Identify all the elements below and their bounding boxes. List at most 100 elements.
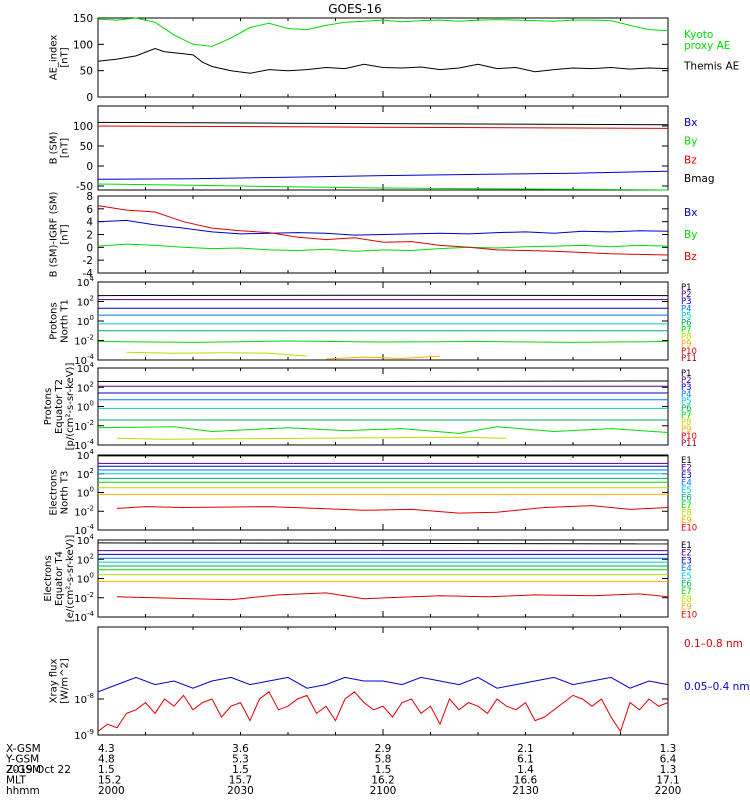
footer-value: 2130 xyxy=(512,785,539,797)
series-line-e1 xyxy=(98,543,668,544)
footer-value: 2030 xyxy=(227,785,254,797)
y-tick-label: 150 xyxy=(73,13,93,25)
y-tick-label: 0 xyxy=(86,242,93,254)
y-tick-label: 10-2 xyxy=(74,504,94,518)
y-axis-label: North T3 xyxy=(60,471,71,515)
y-tick-label: 10-8 xyxy=(74,692,94,706)
footer-value: 2200 xyxy=(655,785,682,797)
y-axis-label: Protons xyxy=(49,302,60,339)
y-axis-label: [p/(cm²-s-sr-keV)] xyxy=(65,363,76,451)
y-tick-label: 10-9 xyxy=(74,728,94,742)
legend-entry: proxy AE xyxy=(684,40,730,52)
footer-value: 2100 xyxy=(370,785,397,797)
legend-entry: Bz xyxy=(684,154,697,166)
y-tick-label: 2 xyxy=(86,230,93,242)
series-line-p8 xyxy=(127,352,308,356)
y-tick-label: 0 xyxy=(86,92,93,104)
y-tick-label: 50 xyxy=(80,141,93,153)
series-line-e10 xyxy=(117,506,668,513)
date-label: 2019 Oct 22 xyxy=(6,764,71,776)
y-tick-label: 100 xyxy=(77,400,94,414)
y-tick-label: 10-2 xyxy=(74,334,94,348)
y-axis-label: [W/m^2] xyxy=(60,658,71,704)
series-line-p7 xyxy=(98,341,668,342)
y-tick-label: 8 xyxy=(86,191,93,203)
y-tick-label: 10-2 xyxy=(74,591,94,605)
y-axis-label: [nT] xyxy=(60,224,71,244)
y-axis-label: AE_index xyxy=(49,35,60,81)
legend-entry: Bx xyxy=(684,117,697,129)
series-line-themis-ae xyxy=(98,49,668,74)
y-tick-label: 100 xyxy=(77,314,94,328)
y-tick-label: 104 xyxy=(77,448,95,462)
y-tick-label: 0 xyxy=(86,161,93,173)
legend-entry-p11: P11 xyxy=(681,354,697,364)
footer-row-label: hhmm xyxy=(6,785,40,797)
legend-entry: Bz xyxy=(684,251,697,263)
y-tick-label: 100 xyxy=(77,572,94,586)
y-axis-label: Electrons xyxy=(43,555,54,601)
y-tick-label: 104 xyxy=(77,275,95,289)
y-tick-label: 50 xyxy=(80,66,93,78)
y-axis-label: Protons xyxy=(43,388,54,425)
legend-entry: 0.1–0.8 nm xyxy=(684,638,743,650)
panel-frame xyxy=(98,540,668,617)
y-tick-label: 100 xyxy=(73,39,93,51)
series-line-p1 xyxy=(98,381,668,382)
y-tick-label: 100 xyxy=(77,486,94,500)
legend-entry: 0.05–0.4 nm xyxy=(684,681,750,693)
y-tick-label: 6 xyxy=(86,204,93,216)
legend-entry-e10: E10 xyxy=(681,610,697,620)
series-line-p8 xyxy=(117,437,507,439)
legend-entry: Bmag xyxy=(684,173,715,185)
y-axis-label: Equator T2 xyxy=(54,379,65,434)
panel-xray: 10-9 10-8 Xray flux[W/m^2] 0.1–0.8 nm 0.05–0… xyxy=(49,627,750,742)
y-tick-label: 104 xyxy=(77,533,95,547)
y-tick-label: 100 xyxy=(73,121,93,133)
y-axis-label: North T1 xyxy=(60,299,71,343)
y-tick-label: 10-4 xyxy=(74,610,94,624)
y-tick-label: 10-2 xyxy=(74,419,94,433)
legend-entry: By xyxy=(684,136,697,148)
series-line-0-1-0-8-nm xyxy=(98,692,668,732)
y-tick-label: 102 xyxy=(77,380,94,394)
legend-entry: Themis AE xyxy=(683,61,739,73)
series-line-bz xyxy=(98,126,668,128)
panel-frame xyxy=(98,282,668,360)
series-line-e10 xyxy=(117,593,668,600)
legend-entry-p11: P11 xyxy=(681,439,697,449)
series-line-bx xyxy=(98,171,668,179)
y-axis-label: [e/(cm²-s-sr-keV)] xyxy=(65,535,76,623)
y-tick-label: 4 xyxy=(86,217,93,229)
y-tick-label: -2 xyxy=(83,255,93,267)
chart-title: GOES-16 xyxy=(328,2,382,16)
series-line-p7 xyxy=(98,427,668,434)
y-axis-label: Electrons xyxy=(49,469,60,515)
y-tick-label: 104 xyxy=(77,361,95,375)
y-axis-label: B (SM) xyxy=(49,131,60,164)
y-axis-label: [nT] xyxy=(60,47,71,67)
y-axis-label: Xray flux xyxy=(49,659,60,704)
y-axis-label: [nT] xyxy=(60,138,71,158)
series-line-0-05-0-4-nm xyxy=(98,677,668,691)
y-tick-label: 102 xyxy=(77,295,94,309)
legend-entry: Bx xyxy=(684,207,697,219)
y-tick-label: 102 xyxy=(77,552,94,566)
footer-value: 2000 xyxy=(98,785,125,797)
series-line-bx xyxy=(98,220,668,235)
panel-frame xyxy=(98,368,668,445)
y-tick-label: 102 xyxy=(77,467,94,481)
y-axis-label: Equator T4 xyxy=(54,551,65,606)
legend-entry-e10: E10 xyxy=(681,524,697,534)
series-line-bmag xyxy=(98,122,668,124)
panel-frame xyxy=(98,106,668,190)
legend-entry: By xyxy=(684,229,697,241)
